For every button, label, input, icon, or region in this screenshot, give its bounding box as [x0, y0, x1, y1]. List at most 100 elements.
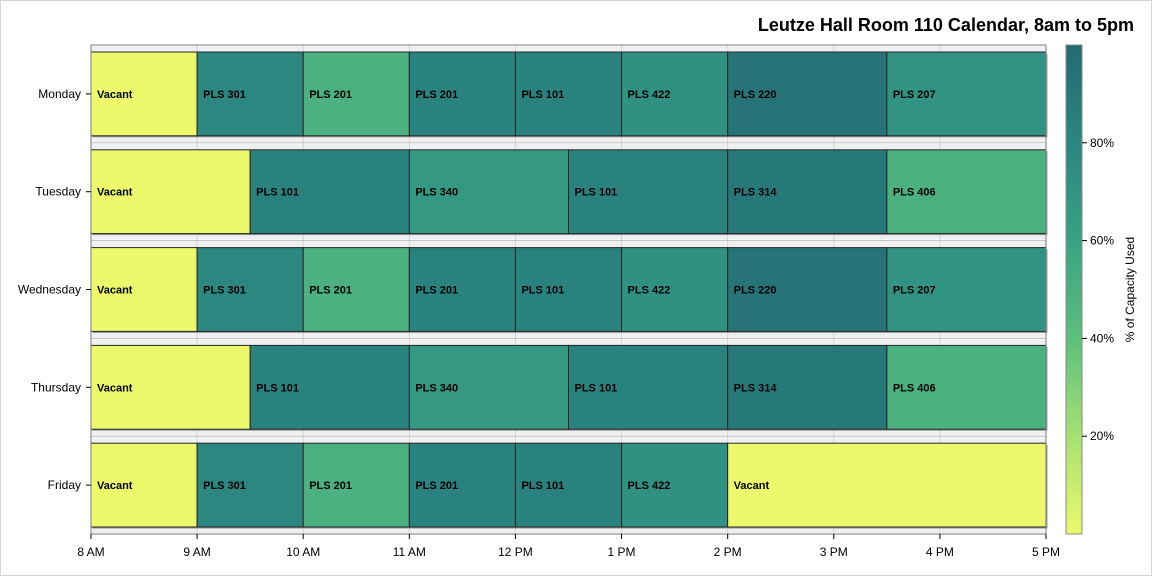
x-tick-label: 8 AM: [77, 545, 104, 559]
row-band-top-stripe: [91, 437, 1046, 444]
schedule-block: PLS 340: [408, 149, 570, 236]
schedule-block-bar: [727, 344, 888, 430]
schedule-block-bar: [886, 149, 1047, 235]
schedule-block-bar: [196, 247, 304, 332]
schedule-block-label: Vacant: [97, 285, 133, 297]
x-tick-label: 2 PM: [714, 545, 742, 559]
schedule-block-bar: [196, 51, 304, 137]
schedule-block: Vacant: [727, 442, 1048, 529]
row-band-bottom-stripe: [91, 526, 1046, 533]
schedule-block: Vacant: [90, 51, 199, 138]
schedule-block-bar: [727, 149, 888, 235]
x-tick-label: 11 AM: [393, 545, 426, 559]
x-tick-label: 3 PM: [820, 545, 848, 559]
schedule-block-label: PLS 301: [203, 89, 246, 101]
schedule-block: PLS 406: [886, 344, 1048, 431]
schedule-block: Vacant: [90, 442, 199, 529]
schedule-block-bar: [886, 247, 1047, 332]
colorbar-tick-label: 60%: [1090, 234, 1114, 248]
schedule-block: PLS 101: [514, 51, 624, 138]
schedule-block-label: PLS 340: [415, 382, 458, 394]
schedule-block: PLS 201: [302, 247, 411, 333]
schedule-block-bar: [302, 247, 410, 332]
x-tick-label: 4 PM: [926, 545, 954, 559]
schedule-block-bar: [621, 442, 729, 528]
schedule-block-label: PLS 422: [628, 89, 671, 101]
schedule-block-label: PLS 220: [734, 89, 777, 101]
schedule-block: PLS 201: [408, 247, 517, 333]
schedule-block-label: PLS 101: [521, 285, 564, 297]
schedule-block-label: PLS 406: [893, 187, 936, 199]
schedule-block-label: PLS 201: [309, 285, 352, 297]
schedule-block-label: Vacant: [734, 480, 770, 492]
colorbar-tick-label: 20%: [1090, 429, 1114, 443]
colorbar: [1065, 44, 1083, 535]
y-tick-label: Friday: [48, 478, 81, 492]
schedule-block-bar: [90, 149, 251, 235]
schedule-block-label: PLS 301: [203, 480, 246, 492]
schedule-block-label: PLS 406: [893, 382, 936, 394]
colorbar-label: % of Capacity Used: [1123, 237, 1137, 342]
x-tick-label: 5 PM: [1032, 545, 1060, 559]
row-band-top-stripe: [91, 46, 1046, 52]
colorbar-tick-label: 40%: [1090, 331, 1114, 345]
schedule-block-bar: [196, 442, 304, 528]
schedule-block: PLS 207: [886, 51, 1048, 138]
schedule-block: PLS 406: [886, 149, 1048, 236]
schedule-block-bar: [514, 442, 623, 528]
schedule-block-label: PLS 101: [575, 187, 618, 199]
schedule-block-bar: [886, 51, 1047, 137]
y-tick-label: Thursday: [31, 380, 81, 394]
schedule-block-label: PLS 314: [734, 187, 778, 199]
schedule-block-label: PLS 340: [415, 187, 458, 199]
schedule-block: PLS 301: [196, 442, 305, 529]
schedule-block: PLS 220: [727, 247, 889, 333]
schedule-block-label: PLS 207: [893, 89, 936, 101]
row-band-bottom-stripe: [91, 134, 1046, 142]
schedule-block-bar: [408, 442, 516, 528]
schedule-block: PLS 201: [302, 51, 411, 138]
x-tick-label: 1 PM: [608, 545, 636, 559]
row-band-top-stripe: [91, 241, 1046, 248]
x-tick-label: 9 AM: [183, 545, 210, 559]
schedule-block: PLS 101: [514, 247, 624, 333]
schedule-block-label: Vacant: [97, 480, 133, 492]
schedule-block-label: PLS 101: [575, 382, 618, 394]
schedule-block: PLS 101: [568, 344, 730, 431]
schedule-block: PLS 301: [196, 247, 305, 333]
y-tick-label: Wednesday: [18, 283, 81, 297]
schedule-block: PLS 340: [408, 344, 570, 431]
schedule-block-label: PLS 101: [256, 187, 299, 199]
colorbar-tick-label: 80%: [1090, 136, 1114, 150]
schedule-block-bar: [90, 51, 198, 137]
schedule-block: PLS 314: [727, 149, 889, 236]
schedule-block: PLS 422: [621, 51, 730, 138]
schedule-block: PLS 301: [196, 51, 305, 138]
y-tick-label: Tuesday: [35, 185, 81, 199]
schedule-block-bar: [408, 51, 516, 137]
schedule-block-bar: [621, 247, 729, 332]
schedule-block-label: Vacant: [97, 382, 133, 394]
row-band-bottom-stripe: [91, 428, 1046, 436]
schedule-block-bar: [568, 149, 729, 235]
schedule-block-bar: [90, 344, 251, 430]
schedule-block-label: PLS 220: [734, 285, 777, 297]
schedule-block-bar: [408, 247, 516, 332]
schedule-block-label: PLS 101: [256, 382, 299, 394]
schedule-block: Vacant: [90, 344, 252, 431]
schedule-block-bar: [727, 442, 1047, 528]
x-tick-label: 10 AM: [286, 545, 320, 559]
schedule-block: PLS 220: [727, 51, 889, 138]
schedule-block: PLS 201: [408, 442, 517, 529]
row-band-bottom-stripe: [91, 232, 1046, 240]
schedule-block: PLS 101: [514, 442, 624, 529]
schedule-block-label: PLS 201: [309, 89, 352, 101]
schedule-block: PLS 422: [621, 442, 730, 529]
chart-title: Leutze Hall Room 110 Calendar, 8am to 5p…: [757, 15, 1134, 35]
schedule-block: PLS 314: [727, 344, 889, 431]
schedule-block: PLS 201: [408, 51, 517, 138]
schedule-block-label: PLS 301: [203, 285, 246, 297]
row-band-bottom-stripe: [91, 330, 1046, 338]
